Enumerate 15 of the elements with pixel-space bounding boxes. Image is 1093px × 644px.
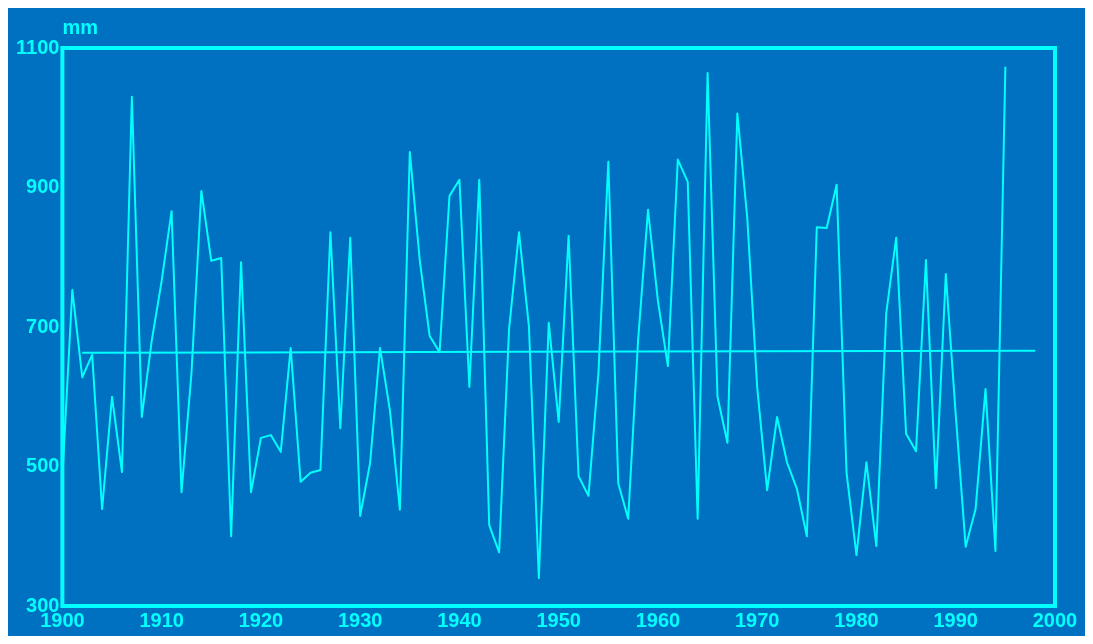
x-tick-label: 1940 (437, 608, 482, 631)
x-tick-label: 1970 (734, 608, 780, 631)
x-tick-label: 1960 (635, 608, 681, 631)
x-tick-label: 1990 (933, 608, 978, 631)
x-tick-label: 2000 (1032, 608, 1078, 631)
x-tick-label: 1910 (139, 608, 184, 631)
x-tick-label: 1930 (337, 608, 383, 631)
x-tick-label: 1950 (536, 608, 581, 631)
y-axis-title: mm (62, 15, 98, 38)
y-tick-label: 900 (26, 175, 60, 198)
x-tick-label: 1980 (834, 608, 879, 631)
y-tick-label: 1100 (16, 35, 60, 58)
y-tick-label: 500 (26, 454, 60, 477)
x-tick-label: 1920 (238, 608, 284, 631)
y-tick-label: 700 (26, 314, 60, 337)
